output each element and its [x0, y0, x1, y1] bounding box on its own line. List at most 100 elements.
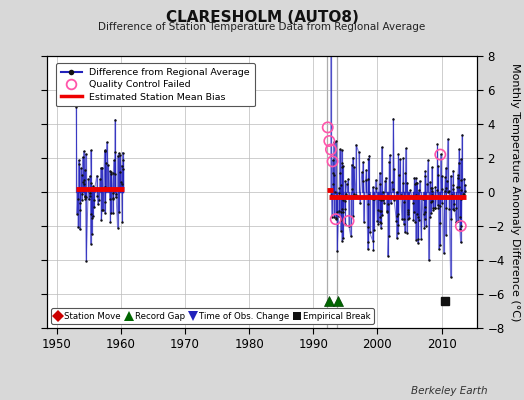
Point — [81, 196, 90, 202]
Point — [88, 231, 96, 237]
Point — [372, 184, 380, 191]
Point — [345, 222, 353, 229]
Point — [454, 218, 462, 224]
Point — [363, 239, 372, 245]
Point — [442, 178, 451, 184]
Point — [356, 200, 364, 207]
Point — [400, 220, 408, 227]
Point — [381, 174, 390, 181]
Point — [438, 200, 446, 206]
Point — [332, 215, 341, 222]
Point — [358, 178, 367, 184]
Point — [392, 213, 401, 220]
Point — [349, 154, 357, 161]
Point — [88, 186, 96, 192]
Point — [374, 196, 383, 202]
Point — [389, 186, 397, 192]
Point — [362, 167, 370, 173]
Point — [385, 159, 394, 166]
Point — [444, 136, 452, 142]
Point — [461, 182, 469, 188]
Point — [425, 214, 434, 221]
Point — [113, 224, 122, 231]
Point — [386, 200, 395, 207]
Point — [374, 207, 382, 214]
Point — [449, 206, 457, 212]
Point — [435, 220, 444, 226]
Point — [378, 193, 386, 200]
Legend: Station Move, Record Gap, Time of Obs. Change, Empirical Break: Station Move, Record Gap, Time of Obs. C… — [51, 308, 374, 324]
Point — [337, 228, 345, 234]
Point — [76, 207, 84, 213]
Point — [395, 172, 403, 178]
Point — [107, 171, 115, 177]
Point — [86, 190, 94, 196]
Point — [405, 193, 413, 199]
Point — [362, 176, 370, 183]
Point — [400, 199, 409, 205]
Point — [421, 204, 429, 210]
Point — [106, 168, 114, 174]
Point — [460, 191, 468, 198]
Point — [101, 183, 110, 190]
Point — [376, 208, 384, 214]
Point — [383, 208, 391, 215]
Text: Difference of Station Temperature Data from Regional Average: Difference of Station Temperature Data f… — [99, 22, 425, 32]
Point — [434, 163, 442, 170]
Point — [398, 216, 406, 222]
Point — [100, 148, 108, 154]
Point — [77, 165, 85, 172]
Point — [350, 191, 358, 197]
Point — [421, 168, 430, 175]
Point — [117, 179, 125, 186]
Point — [74, 157, 83, 164]
Point — [461, 188, 469, 194]
Point — [400, 216, 409, 223]
Point — [369, 247, 378, 253]
Point — [338, 159, 346, 166]
Point — [396, 156, 405, 162]
Point — [383, 208, 391, 214]
Point — [431, 205, 440, 211]
Point — [433, 141, 442, 147]
Point — [365, 229, 374, 236]
Point — [75, 161, 83, 167]
Point — [111, 148, 119, 155]
Point — [405, 215, 413, 222]
Point — [384, 252, 392, 259]
Y-axis label: Monthly Temperature Anomaly Difference (°C): Monthly Temperature Anomaly Difference (… — [510, 63, 520, 321]
Point — [436, 151, 444, 158]
Point — [344, 218, 353, 224]
Point — [433, 186, 441, 193]
Point — [376, 208, 385, 214]
Point — [348, 186, 357, 192]
Point — [79, 154, 87, 160]
Point — [389, 115, 398, 122]
Point — [392, 189, 401, 195]
Point — [445, 188, 453, 194]
Point — [329, 139, 337, 145]
Point — [107, 168, 115, 175]
Point — [454, 159, 463, 166]
Point — [410, 175, 419, 181]
Point — [378, 144, 386, 150]
Point — [90, 197, 98, 204]
Point — [328, 214, 336, 220]
Point — [329, 193, 337, 200]
Point — [421, 209, 430, 215]
Point — [336, 209, 345, 215]
Point — [74, 224, 82, 230]
Point — [350, 164, 358, 170]
Point — [394, 230, 402, 236]
Point — [93, 192, 101, 199]
Point — [442, 204, 451, 211]
Point — [377, 224, 385, 231]
Point — [403, 230, 411, 236]
Point — [341, 178, 350, 184]
Point — [409, 200, 418, 206]
Point — [117, 162, 126, 169]
Point — [441, 188, 449, 194]
Point — [341, 191, 350, 197]
Point — [93, 172, 101, 179]
Point — [412, 236, 420, 243]
